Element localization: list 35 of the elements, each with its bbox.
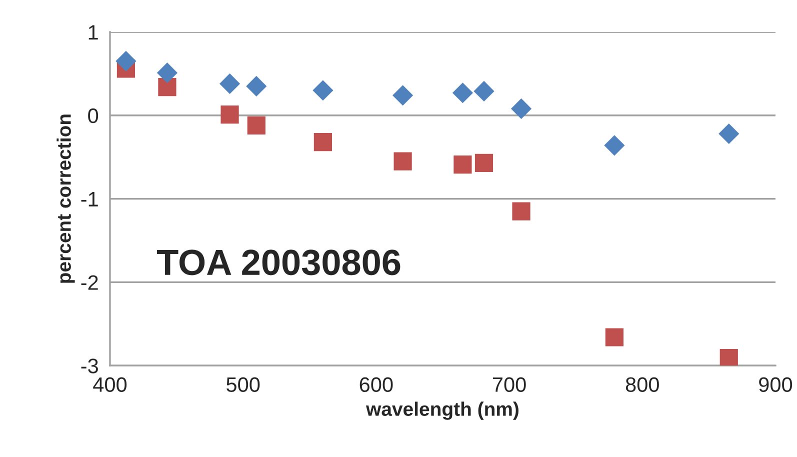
point xyxy=(392,85,414,106)
y-tick-label: -2 xyxy=(81,275,98,290)
point xyxy=(454,156,472,174)
y-tick-label: -1 xyxy=(81,192,98,206)
point xyxy=(604,135,625,156)
point xyxy=(158,78,176,96)
point xyxy=(116,50,136,72)
point xyxy=(247,116,266,134)
x-axis-title: wavelength (nm) xyxy=(366,402,518,420)
point xyxy=(474,80,494,102)
point xyxy=(474,154,494,172)
y-tick-label: 1 xyxy=(88,25,98,40)
point xyxy=(246,76,267,96)
x-tick-label: 500 xyxy=(226,377,260,392)
y-tick-label: 0 xyxy=(88,108,98,124)
point xyxy=(312,80,334,101)
x-tick-label: 700 xyxy=(492,377,526,392)
y-axis-title: percent correction xyxy=(56,114,75,283)
x-tick-label: 900 xyxy=(759,377,792,392)
point xyxy=(156,62,178,84)
y-tick-label: -3 xyxy=(81,358,98,374)
point xyxy=(220,106,239,124)
point xyxy=(314,133,332,152)
x-tick-label: 800 xyxy=(626,377,659,392)
x-tick-label: 400 xyxy=(93,377,127,392)
annotation: TOA 20030806 xyxy=(156,250,400,276)
point xyxy=(605,328,624,346)
point xyxy=(512,202,530,220)
point xyxy=(394,152,412,170)
point xyxy=(452,82,473,104)
point xyxy=(718,123,740,144)
point xyxy=(720,349,738,366)
point xyxy=(219,73,240,94)
x-tick-label: 600 xyxy=(360,377,393,392)
point xyxy=(510,98,532,120)
